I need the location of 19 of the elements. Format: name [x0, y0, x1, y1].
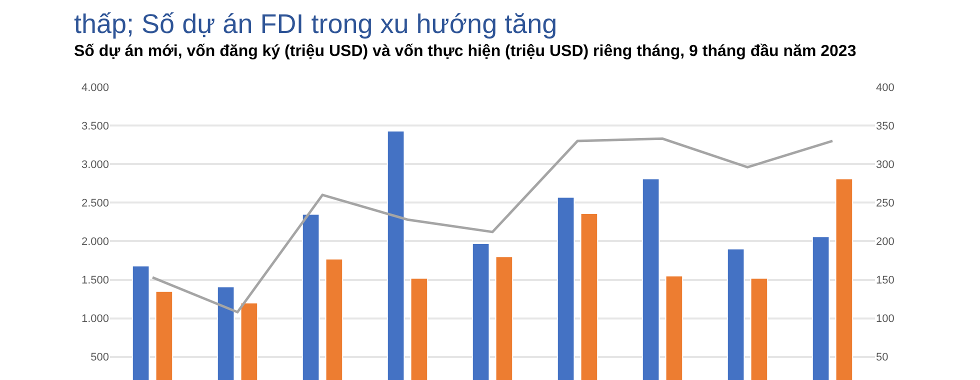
y2-tick-label: 200 [876, 236, 894, 248]
y-tick-label: 3.000 [81, 158, 109, 171]
y2-tick-label: 50 [876, 352, 888, 364]
y2-tick-label: 150 [876, 274, 894, 287]
y-tick-label: 2.500 [81, 198, 109, 210]
y-tick-label: 4.000 [81, 82, 109, 94]
y-tick-label: 3.500 [81, 120, 109, 132]
y-tick-label: 500 [90, 352, 109, 364]
y2-tick-label: 300 [876, 158, 894, 171]
chart-subtitle: Số dự án mới, vốn đăng ký (triệu USD) và vốn thực hiện (triệu USD) riêng tháng, 9 tháng đầu năm 2023 [74, 43, 856, 60]
y-tick-label: 2.000 [81, 236, 109, 248]
y2-tick-label: 250 [876, 198, 894, 210]
y2-tick-label: 400 [876, 82, 894, 94]
y-tick-label: 1.500 [81, 274, 109, 287]
y-tick-label: 1.000 [81, 313, 109, 326]
y2-tick-label: 100 [876, 313, 894, 326]
line-series [151, 137, 834, 314]
y2-tick-label: 350 [876, 120, 894, 132]
chart-title: thấp; Số dự án FDI trong xu hướng tăng [74, 9, 558, 39]
